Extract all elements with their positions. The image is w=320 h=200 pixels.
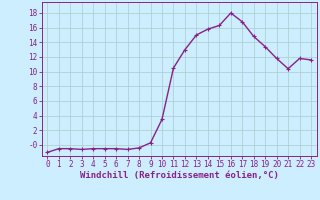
X-axis label: Windchill (Refroidissement éolien,°C): Windchill (Refroidissement éolien,°C) [80, 171, 279, 180]
